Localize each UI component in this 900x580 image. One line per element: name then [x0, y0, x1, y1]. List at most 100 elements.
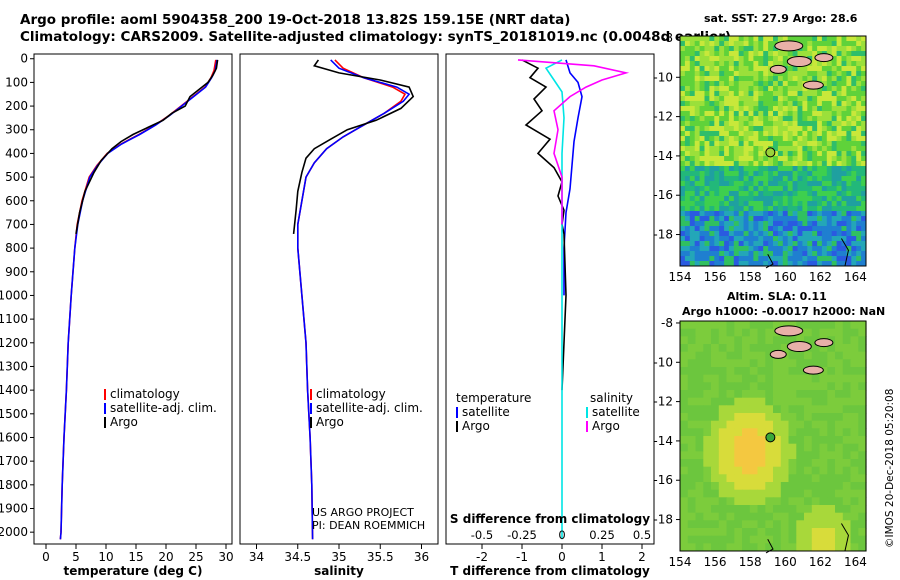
map-cell [858, 351, 867, 360]
map-cell [768, 56, 774, 62]
map-cell [846, 261, 852, 267]
map-cell [768, 91, 774, 97]
map-cell [782, 91, 789, 97]
map-cell [728, 46, 735, 52]
diff-legend-label: satellite [592, 405, 640, 419]
map-cell [796, 351, 805, 360]
map-cell [733, 96, 740, 102]
map-cell [826, 156, 833, 162]
map-cell [768, 36, 774, 42]
map-cell [758, 226, 764, 232]
map-cell [689, 256, 696, 262]
map-cell [757, 390, 766, 399]
map-cell [680, 413, 689, 422]
map-cell [699, 201, 705, 207]
map-cell [802, 106, 808, 112]
map-cell [841, 166, 847, 172]
map-cell [858, 459, 867, 468]
map-cell [694, 76, 701, 82]
map-cell [777, 101, 784, 107]
map-cell [836, 51, 842, 57]
map-cell [788, 351, 797, 360]
climatology-title: Climatology: CARS2009. Satellite-adjuste… [20, 29, 732, 45]
map-cell [802, 136, 808, 142]
map-cell [861, 146, 867, 152]
map-cell [758, 246, 764, 252]
map-cell [738, 236, 745, 242]
map-cell [841, 46, 847, 52]
map-cell [719, 91, 725, 97]
map-cell [768, 136, 774, 142]
map-cell [734, 505, 743, 514]
map-cell [709, 91, 715, 97]
map-cell [694, 61, 701, 67]
map-cell [734, 397, 743, 406]
map-cell [687, 428, 697, 437]
map-cell [797, 186, 803, 192]
map-cell [777, 56, 784, 62]
map-lon-label: 154 [669, 270, 692, 284]
map-cell [826, 196, 833, 202]
map-cell [836, 201, 842, 207]
map-cell [827, 489, 836, 498]
map-cell [846, 116, 852, 122]
map-cell [807, 261, 813, 267]
map-cell [753, 201, 759, 207]
map-cell [777, 116, 784, 122]
map-cell [758, 211, 764, 217]
map-cell [738, 171, 745, 177]
map-cell [797, 166, 803, 172]
map-cell [835, 405, 844, 414]
map-cell [684, 171, 691, 177]
map-cell [709, 101, 715, 107]
map-cell [733, 141, 740, 147]
map-cell [709, 86, 715, 92]
map-cell [753, 211, 759, 217]
map-cell [738, 36, 745, 42]
map-cell [749, 543, 759, 552]
map-cell [699, 181, 705, 187]
map-cell [694, 66, 701, 72]
map-cell [714, 111, 720, 117]
map-cell [856, 61, 862, 67]
map-cell [856, 251, 862, 257]
map-cell [817, 131, 823, 137]
map-cell [835, 505, 844, 514]
map-cell [689, 141, 696, 147]
map-cell [842, 351, 852, 360]
map-cell [851, 106, 857, 112]
map-cell [728, 66, 735, 72]
map-cell [846, 211, 852, 217]
map-cell [773, 336, 782, 345]
map-cell [694, 56, 701, 62]
map-cell [768, 241, 774, 247]
map-cell [709, 181, 715, 187]
map-cell [728, 36, 735, 42]
map-cell [743, 96, 749, 102]
map-cell [851, 66, 857, 72]
map-cell [841, 111, 847, 117]
map-cell [797, 66, 803, 72]
map-cell [804, 443, 813, 452]
map-cell [733, 116, 740, 122]
map-cell [765, 405, 774, 414]
map-cell [704, 191, 710, 197]
map-cell [802, 261, 808, 267]
island-shape [769, 349, 787, 359]
map-cell [709, 156, 715, 162]
map-cell [749, 397, 759, 406]
map-cell [743, 51, 749, 57]
map-cell [826, 181, 833, 187]
map-cell [787, 151, 794, 157]
map-cell [726, 482, 735, 491]
map-cell [780, 344, 790, 353]
map-cell [797, 256, 803, 262]
map-cell [749, 489, 759, 498]
map-cell [748, 86, 754, 92]
map-cell [748, 176, 754, 182]
map-cell [749, 367, 759, 376]
map-cell [796, 390, 805, 399]
map-cell [846, 226, 852, 232]
map-cell [703, 420, 712, 429]
map-cell [742, 482, 751, 491]
